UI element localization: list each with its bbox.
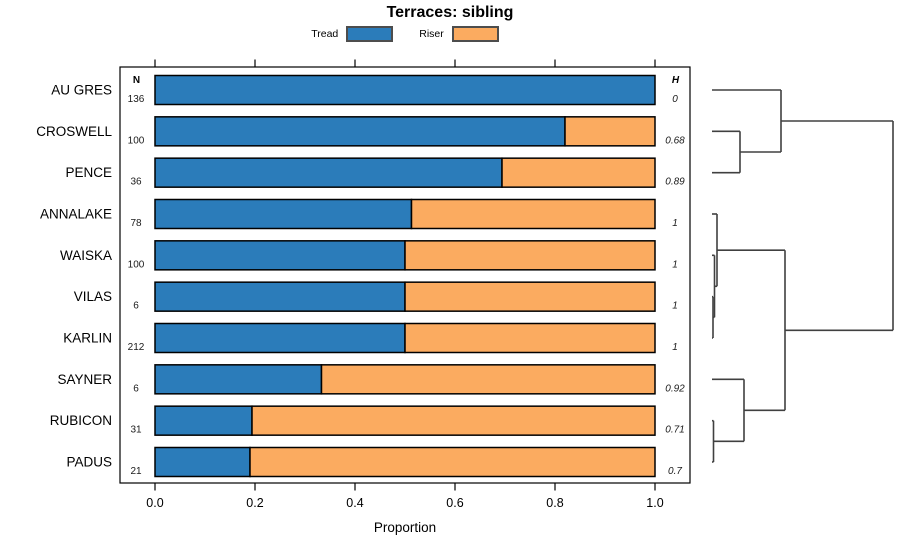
h-value-vilas: 1 <box>672 301 678 312</box>
category-label-sayner: SAYNER <box>57 372 112 387</box>
h-value-sayner: 0.92 <box>665 383 685 394</box>
bar-segment-riser-pence <box>501 157 656 188</box>
h-value-karlin: 1 <box>672 342 678 353</box>
legend-item-tread: Tread <box>311 26 394 42</box>
category-label-au-gres: AU GRES <box>51 83 112 98</box>
bar-segment-tread-vilas <box>154 281 406 312</box>
category-label-rubicon: RUBICON <box>50 413 112 428</box>
bar-segment-riser-karlin <box>404 322 656 354</box>
x-tick-label-0.2: 0.2 <box>246 496 263 510</box>
x-tick-label-0.8: 0.8 <box>546 496 563 510</box>
h-value-au-gres: 0 <box>672 94 678 105</box>
n-value-au-gres: 136 <box>128 94 145 105</box>
category-label-karlin: KARLIN <box>63 330 112 345</box>
n-value-annalake: 78 <box>130 218 142 229</box>
legend-label-riser: Riser <box>419 28 444 40</box>
h-column-header: H <box>671 75 680 86</box>
category-label-padus: PADUS <box>66 454 112 469</box>
h-value-pence: 0.89 <box>665 177 685 188</box>
bar-segment-riser-sayner <box>320 364 656 395</box>
bar-segment-tread-karlin <box>154 322 406 354</box>
category-label-annalake: ANNALAKE <box>40 206 112 221</box>
h-value-annalake: 1 <box>672 218 678 229</box>
legend: Tread Riser <box>120 26 690 42</box>
n-value-waiska: 100 <box>128 259 145 270</box>
n-value-karlin: 212 <box>128 342 145 353</box>
x-tick-label-1.0: 1.0 <box>646 496 663 510</box>
legend-label-tread: Tread <box>311 28 339 40</box>
n-value-rubicon: 31 <box>130 425 142 436</box>
bar-segment-riser-padus <box>249 446 656 478</box>
n-column-header: N <box>132 75 141 86</box>
bar-segment-riser-rubicon <box>251 405 656 436</box>
category-label-vilas: VILAS <box>74 289 112 304</box>
tread-swatch <box>346 26 394 42</box>
h-value-croswell: 0.68 <box>665 135 685 146</box>
category-label-pence: PENCE <box>65 165 112 180</box>
n-value-croswell: 100 <box>128 135 145 146</box>
bar-segment-tread-waiska <box>154 240 406 271</box>
bar-segment-riser-vilas <box>404 281 656 312</box>
x-tick-label-0.0: 0.0 <box>146 496 163 510</box>
bar-segment-tread-croswell <box>154 116 566 147</box>
bar-segment-riser-croswell <box>564 116 656 147</box>
plot-box <box>119 66 691 484</box>
n-value-vilas: 6 <box>133 301 139 312</box>
h-value-padus: 0.7 <box>668 466 682 477</box>
riser-swatch <box>451 26 499 42</box>
n-value-pence: 36 <box>130 177 142 188</box>
bar-segment-tread-sayner <box>154 364 323 395</box>
chart-title: Terraces: sibling <box>386 4 514 21</box>
category-label-waiska: WAISKA <box>60 248 112 263</box>
bar-segment-riser-annalake <box>410 198 656 230</box>
bar-segment-riser-waiska <box>404 240 656 271</box>
bar-segment-tread-annalake <box>154 198 413 230</box>
legend-item-riser: Riser <box>419 26 499 42</box>
h-value-waiska: 1 <box>672 259 678 270</box>
bar-segment-tread-rubicon <box>154 405 253 436</box>
x-tick-label-0.6: 0.6 <box>446 496 463 510</box>
bar-segment-tread-au-gres <box>154 74 656 106</box>
bar-segment-tread-padus <box>154 446 251 478</box>
x-tick-label-0.4: 0.4 <box>346 496 363 510</box>
n-value-sayner: 6 <box>133 383 139 394</box>
bar-segment-tread-pence <box>154 157 503 188</box>
category-label-croswell: CROSWELL <box>36 124 112 139</box>
x-axis-label: Proportion <box>373 520 437 535</box>
n-value-padus: 21 <box>130 466 142 477</box>
h-value-rubicon: 0.71 <box>665 425 684 436</box>
